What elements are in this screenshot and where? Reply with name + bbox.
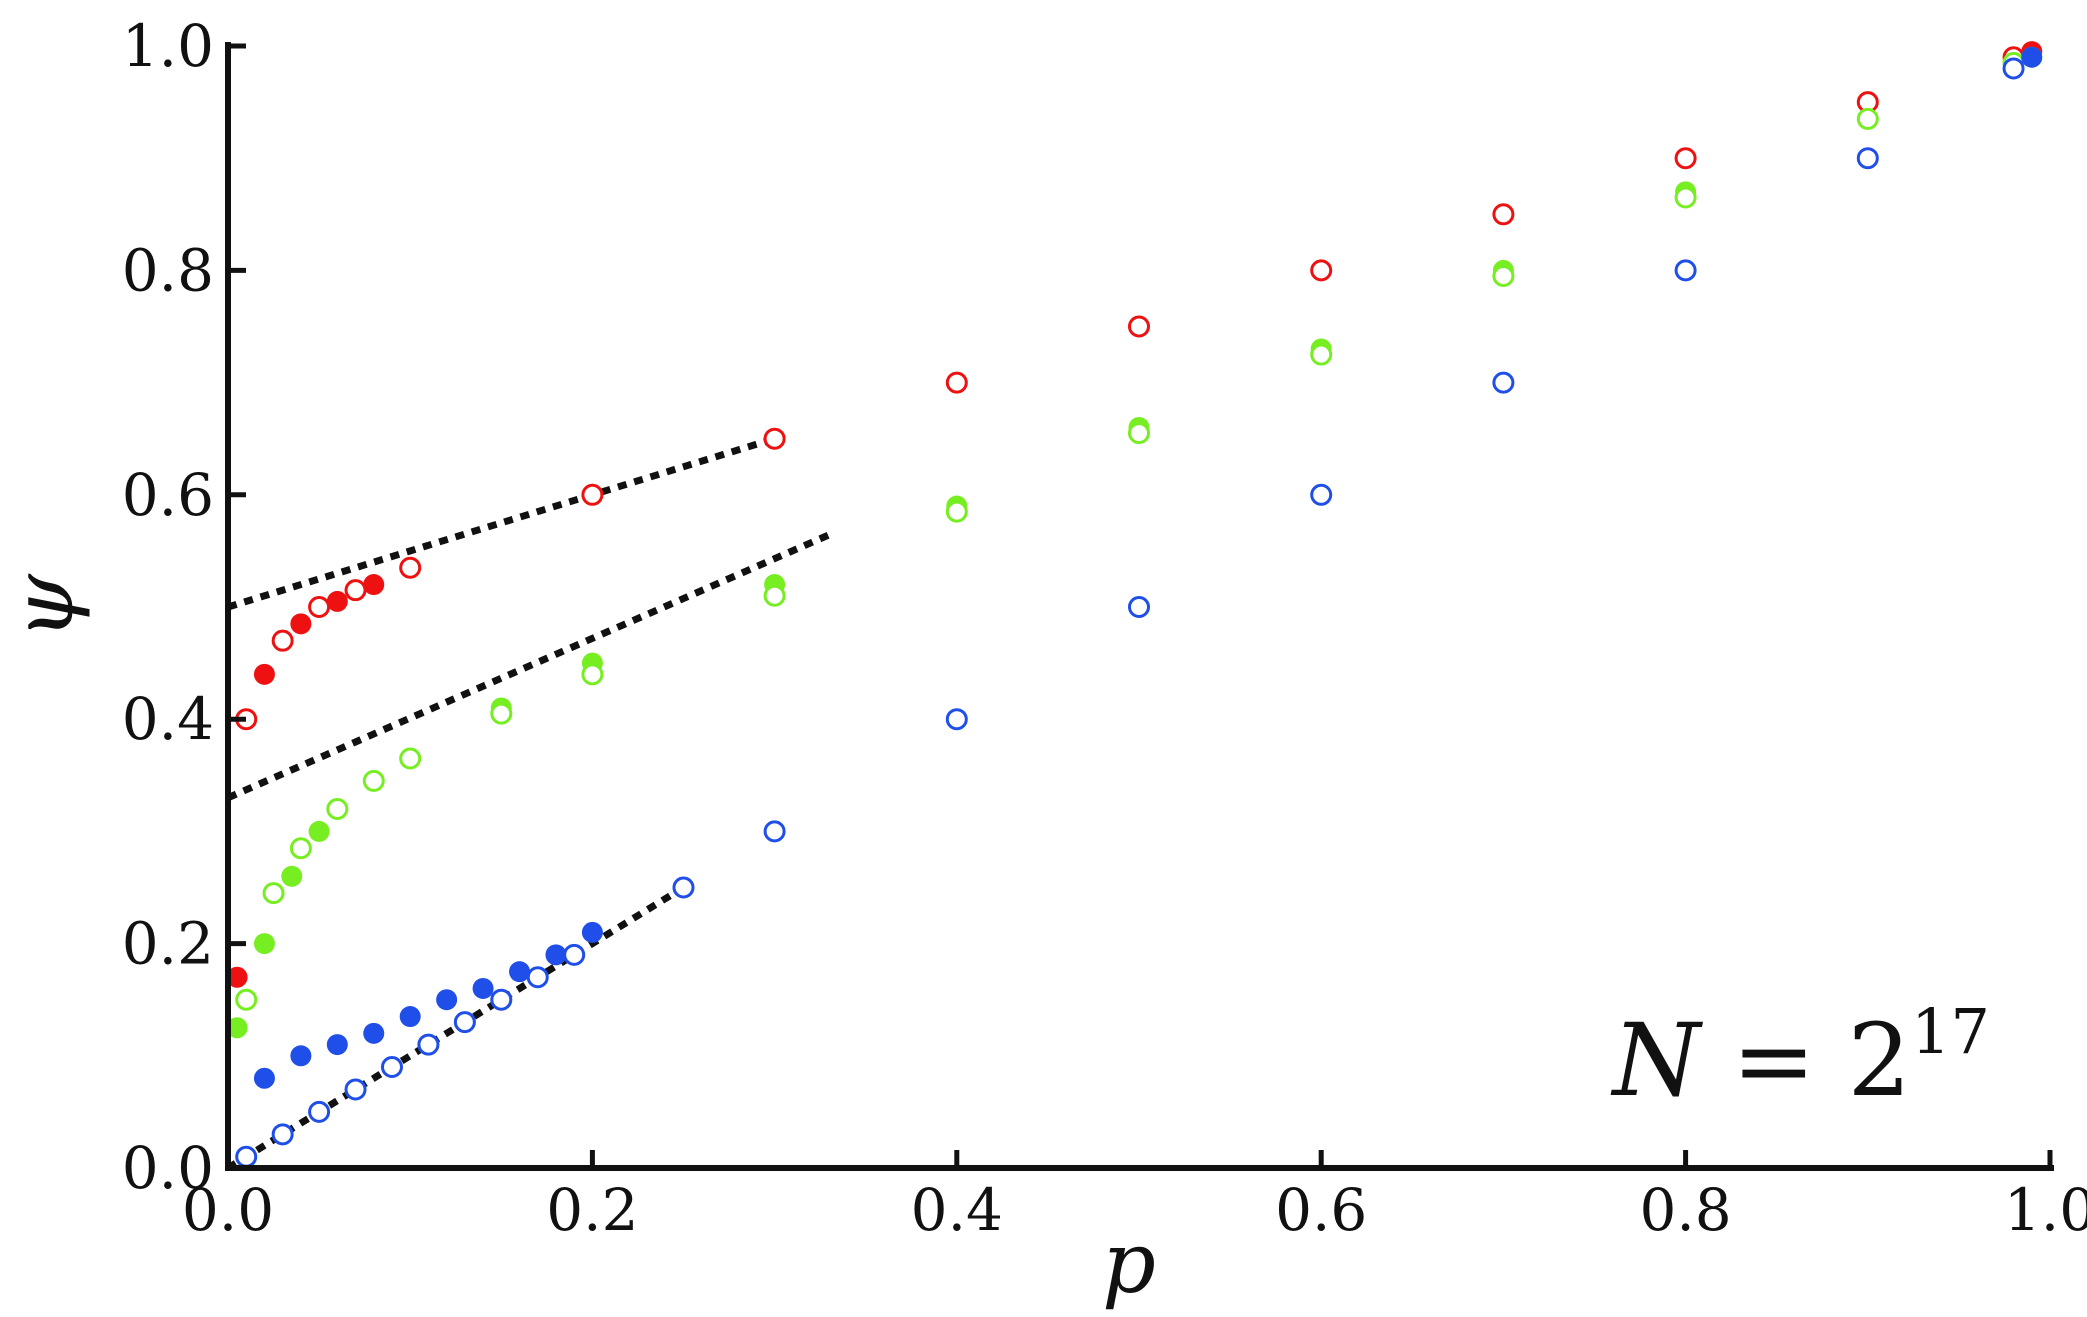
series-2-filled	[226, 46, 2043, 1039]
annotation-base: N	[1611, 1002, 1732, 1119]
data-point	[945, 500, 968, 523]
data-point	[290, 1045, 312, 1067]
data-point	[436, 989, 458, 1011]
data-point	[2021, 46, 2043, 68]
data-point	[226, 966, 248, 988]
data-point	[417, 1033, 440, 1056]
data-point	[326, 590, 348, 612]
y-axis-title: ψ	[0, 573, 92, 640]
data-point	[545, 944, 567, 966]
data-point	[1310, 483, 1333, 506]
data-point	[581, 921, 603, 943]
data-point	[344, 1078, 367, 1101]
data-point	[326, 1034, 348, 1056]
data-point	[326, 797, 349, 820]
data-point	[581, 483, 604, 506]
data-point	[1310, 343, 1333, 366]
data-point	[1492, 265, 1515, 288]
data-point	[563, 943, 586, 966]
data-point	[344, 579, 367, 602]
data-point	[1128, 422, 1150, 445]
data-point	[1856, 107, 1879, 130]
data-point	[1856, 147, 1879, 170]
data-point	[271, 1123, 294, 1146]
asymptote-line-2	[226, 884, 686, 1171]
data-point	[1492, 203, 1515, 226]
x-tick-label: 0.8	[1639, 1176, 1731, 1244]
asymptote-line-0	[226, 435, 776, 611]
x-tick-label: 1.0	[2004, 1176, 2087, 1244]
series-5-open	[235, 57, 2025, 1168]
data-point	[490, 988, 513, 1011]
y-tick-label: 0.8	[122, 236, 214, 304]
data-point	[672, 876, 695, 899]
asymptote-line-1	[226, 531, 831, 801]
annotation-exp: 17	[1911, 995, 1990, 1068]
data-point	[1310, 259, 1333, 282]
y-tick-label: 0.6	[122, 461, 214, 529]
annotation-n: N = 217	[1611, 995, 1990, 1119]
x-tick-label: 0.4	[911, 1176, 1003, 1244]
series-4-filled	[253, 46, 2043, 1089]
data-point	[289, 837, 312, 860]
data-point	[1674, 147, 1697, 170]
data-point	[581, 663, 604, 686]
x-tick-label: 0.6	[1275, 1176, 1367, 1244]
data-point	[253, 1067, 275, 1089]
axes-layer	[225, 42, 2054, 1171]
data-point	[2002, 57, 2025, 80]
asymptote-layer	[226, 435, 831, 1171]
x-axis-title: p	[1102, 1214, 1156, 1312]
data-point	[1128, 596, 1150, 618]
data-point	[472, 977, 494, 999]
labels-layer: 0.0 0.2 0.4 0.6 0.8 1.0 0.0 0.2 0.4 0.6 0.8 1.0 p ψ N …	[0, 12, 2087, 1312]
data-point	[509, 961, 531, 983]
y-tick-label: 0.4	[122, 685, 214, 753]
data-point	[945, 708, 968, 731]
data-point	[290, 613, 312, 635]
annotation-eq: =	[1732, 1002, 1848, 1119]
data-point	[308, 820, 330, 842]
data-point	[281, 865, 303, 887]
data-point	[235, 1145, 258, 1168]
data-point	[453, 1011, 476, 1034]
data-point	[253, 933, 275, 955]
data-point	[363, 574, 385, 596]
data-point	[308, 596, 331, 618]
series-0-filled	[226, 41, 2043, 988]
y-tick-label: 0.0	[122, 1134, 214, 1202]
data-point	[271, 629, 294, 652]
x-tick-label: 0.0	[182, 1176, 274, 1244]
data-point	[526, 966, 549, 989]
series-3-open	[235, 51, 2025, 1011]
data-point	[399, 747, 422, 770]
data-point	[490, 702, 513, 725]
data-point	[1128, 315, 1150, 338]
series-1-open	[235, 46, 2025, 731]
data-point	[945, 371, 968, 394]
data-point	[763, 427, 786, 450]
data-point	[308, 1100, 331, 1123]
data-point	[235, 988, 258, 1011]
data-point	[226, 1017, 248, 1039]
data-point	[1492, 371, 1515, 394]
x-tick-label: 0.2	[546, 1176, 638, 1244]
data-point	[763, 584, 786, 607]
data-point	[1674, 186, 1697, 209]
data-point	[362, 769, 385, 792]
data-point	[763, 820, 786, 843]
points-layer	[226, 41, 2043, 1168]
y-tick-label: 0.2	[122, 910, 214, 978]
data-point	[253, 663, 275, 685]
data-point	[399, 556, 422, 579]
data-point	[1674, 259, 1697, 282]
data-point	[399, 1006, 421, 1028]
data-point	[380, 1056, 403, 1079]
data-point	[262, 882, 285, 905]
y-tick-label: 1.0	[122, 12, 214, 80]
data-point	[363, 1022, 385, 1044]
annotation-num: 2	[1847, 1002, 1911, 1119]
